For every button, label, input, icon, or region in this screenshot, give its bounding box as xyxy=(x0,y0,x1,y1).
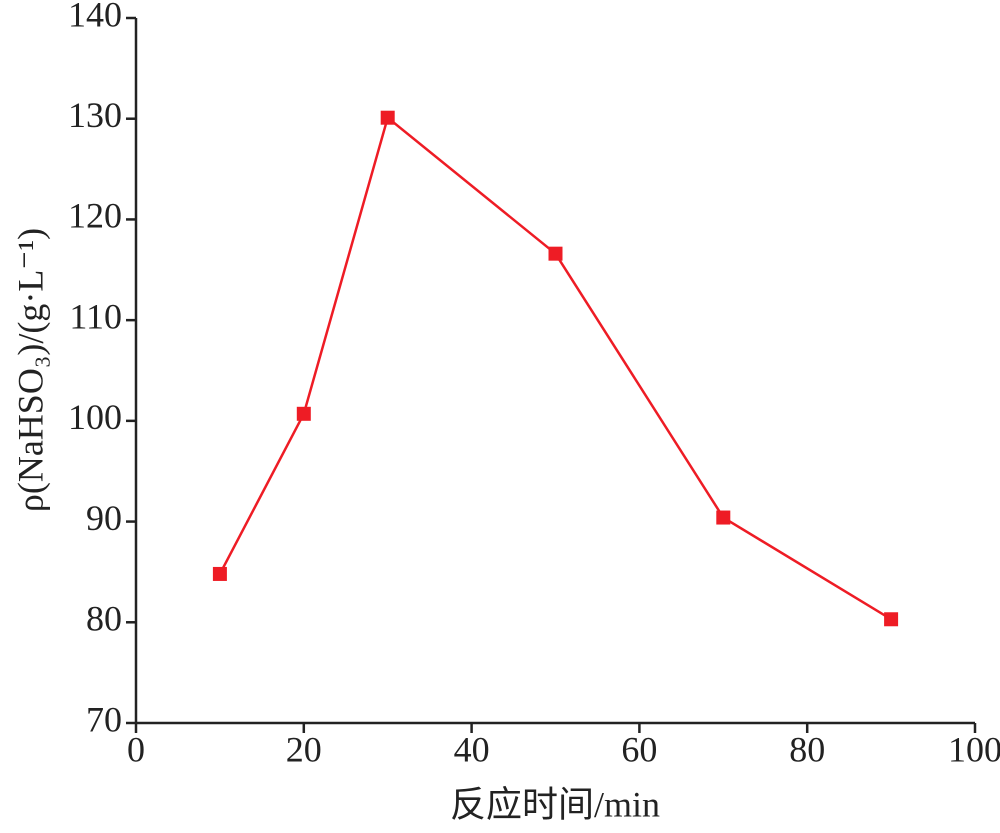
x-axis-label: 反应时间/min xyxy=(450,784,660,824)
x-tick-label: 80 xyxy=(789,729,825,769)
x-tick-label: 60 xyxy=(621,729,657,769)
y-tick-label: 100 xyxy=(68,397,122,437)
y-tick-label: 110 xyxy=(69,296,122,336)
y-tick-label: 70 xyxy=(86,699,122,739)
y-axis-label: ρ(NaHSO₃)/(g·L⁻¹) xyxy=(10,228,50,512)
y-tick-label: 80 xyxy=(86,599,122,639)
x-tick-label: 100 xyxy=(948,729,1000,769)
marker xyxy=(716,510,731,525)
y-tick-label: 130 xyxy=(68,95,122,135)
y-tick-label: 90 xyxy=(86,498,122,538)
marker xyxy=(296,406,311,421)
marker xyxy=(548,246,563,261)
marker xyxy=(212,566,227,581)
marker xyxy=(380,110,395,125)
line xyxy=(218,115,892,621)
x-tick-label: 40 xyxy=(454,729,490,769)
x-tick-label: 20 xyxy=(286,729,322,769)
x-tick-label: 0 xyxy=(127,729,145,769)
marker xyxy=(884,612,899,627)
y-tick-label: 140 xyxy=(68,0,122,34)
y-tick-label: 120 xyxy=(68,196,122,236)
